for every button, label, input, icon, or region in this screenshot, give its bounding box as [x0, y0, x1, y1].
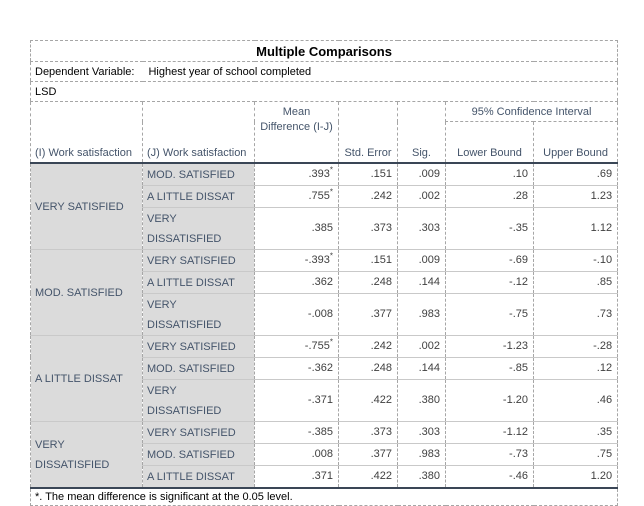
cell-mean-difference: .008 — [254, 442, 339, 465]
cell-j-label: VERY SATISFIED — [142, 334, 255, 357]
cell-sig: .303 — [397, 206, 446, 249]
cell-j-label: MOD. SATISFIED — [142, 442, 255, 465]
cell-upper-bound: .35 — [532, 420, 618, 443]
cell-mean-difference: -.008 — [254, 292, 339, 335]
dependent-variable-label: Dependent Variable: — [35, 65, 135, 78]
cell-upper-bound: .85 — [532, 270, 618, 293]
cell-upper-bound: 1.12 — [532, 206, 618, 249]
cell-lower-bound: -.85 — [445, 356, 534, 379]
cell-std-error: .151 — [338, 248, 398, 271]
table-title: Multiple Comparisons — [30, 40, 618, 62]
cell-upper-bound: 1.23 — [532, 184, 618, 207]
cell-sig: .002 — [397, 184, 446, 207]
cell-sig: .380 — [397, 464, 446, 489]
cell-std-error: .422 — [338, 378, 398, 421]
cell-sig: .303 — [397, 420, 446, 443]
significance-star: * — [329, 251, 333, 261]
cell-std-error: .377 — [338, 442, 398, 465]
cell-mean-difference: .755* — [254, 184, 339, 207]
cell-upper-bound: .75 — [532, 442, 618, 465]
cell-sig: .002 — [397, 334, 446, 357]
cell-lower-bound: -.35 — [445, 206, 534, 249]
cell-mean-difference: -.371 — [254, 378, 339, 421]
cell-mean-difference: .362 — [254, 270, 339, 293]
cell-upper-bound: -.10 — [532, 248, 618, 271]
group-label: VERY DISSATISFIED — [30, 420, 143, 489]
cell-lower-bound: .28 — [445, 184, 534, 207]
cell-std-error: .373 — [338, 206, 398, 249]
cell-upper-bound: .46 — [532, 378, 618, 421]
col-header-upper-bound: Upper Bound — [532, 121, 618, 163]
cell-mean-difference: -.385 — [254, 420, 339, 443]
cell-mean-difference: .371 — [254, 464, 339, 489]
significance-footnote: *. The mean difference is significant at… — [35, 490, 293, 503]
cell-upper-bound: .12 — [532, 356, 618, 379]
cell-mean-difference: -.362 — [254, 356, 339, 379]
significance-star: * — [329, 337, 333, 347]
col-header-i-work-satisfaction: (I) Work satisfaction — [30, 101, 143, 163]
cell-lower-bound: .10 — [445, 161, 534, 185]
col-header-confidence-interval: 95% Confidence Interval — [444, 101, 618, 122]
method-label: LSD — [30, 81, 618, 102]
cell-j-label: VERY SATISFIED — [142, 420, 255, 443]
cell-std-error: .242 — [338, 334, 398, 357]
cell-j-label: A LITTLE DISSAT — [142, 270, 255, 293]
cell-std-error: .422 — [338, 464, 398, 489]
cell-sig: .144 — [397, 356, 446, 379]
cell-std-error: .248 — [338, 270, 398, 293]
group-label: VERY SATISFIED — [30, 161, 143, 249]
cell-j-label: A LITTLE DISSAT — [142, 464, 255, 489]
cell-lower-bound: -.69 — [445, 248, 534, 271]
cell-mean-difference: .385 — [254, 206, 339, 249]
cell-sig: .009 — [397, 161, 446, 185]
significance-star: * — [329, 165, 333, 175]
cell-upper-bound: 1.20 — [532, 464, 618, 489]
cell-mean-difference: -.755* — [254, 334, 339, 357]
cell-mean-difference: -.393* — [254, 248, 339, 271]
col-header-j-work-satisfaction: (J) Work satisfaction — [142, 101, 255, 163]
cell-j-label: VERY DISSATISFIED — [142, 378, 255, 421]
group-label: MOD. SATISFIED — [30, 248, 143, 335]
cell-std-error: .377 — [338, 292, 398, 335]
cell-lower-bound: -1.12 — [445, 420, 534, 443]
cell-std-error: .248 — [338, 356, 398, 379]
cell-sig: .983 — [397, 442, 446, 465]
cell-upper-bound: .73 — [532, 292, 618, 335]
cell-sig: .009 — [397, 248, 446, 271]
cell-j-label: VERY DISSATISFIED — [142, 206, 255, 249]
multiple-comparisons-table: Multiple Comparisons Dependent Variable:… — [30, 40, 619, 506]
cell-sig: .983 — [397, 292, 446, 335]
dependent-variable-row: Dependent Variable: Highest year of schoo… — [30, 61, 618, 82]
cell-lower-bound: -.12 — [445, 270, 534, 293]
dependent-variable-value: Highest year of school completed — [148, 65, 312, 78]
cell-upper-bound: -.28 — [532, 334, 618, 357]
cell-j-label: VERY DISSATISFIED — [142, 292, 255, 335]
cell-j-label: A LITTLE DISSAT — [142, 184, 255, 207]
cell-std-error: .373 — [338, 420, 398, 443]
col-header-mean-difference: Mean Difference (I-J) — [254, 101, 339, 163]
cell-lower-bound: -.75 — [445, 292, 534, 335]
cell-lower-bound: -1.23 — [445, 334, 534, 357]
cell-lower-bound: -.73 — [445, 442, 534, 465]
cell-sig: .144 — [397, 270, 446, 293]
cell-upper-bound: .69 — [532, 161, 618, 185]
cell-std-error: .151 — [338, 161, 398, 185]
cell-lower-bound: -1.20 — [445, 378, 534, 421]
significance-star: * — [329, 187, 333, 197]
cell-mean-difference: .393* — [254, 161, 339, 185]
cell-sig: .380 — [397, 378, 446, 421]
group-label: A LITTLE DISSAT — [30, 334, 143, 421]
cell-j-label: MOD. SATISFIED — [142, 356, 255, 379]
col-header-lower-bound: Lower Bound — [445, 121, 534, 163]
multiple-comparisons-report: Multiple Comparisons Dependent Variable:… — [30, 40, 619, 506]
cell-j-label: MOD. SATISFIED — [142, 161, 255, 185]
col-header-sig: Sig. — [397, 101, 446, 163]
cell-lower-bound: -.46 — [445, 464, 534, 489]
col-header-std-error: Std. Error — [338, 101, 398, 163]
cell-j-label: VERY SATISFIED — [142, 248, 255, 271]
cell-std-error: .242 — [338, 184, 398, 207]
